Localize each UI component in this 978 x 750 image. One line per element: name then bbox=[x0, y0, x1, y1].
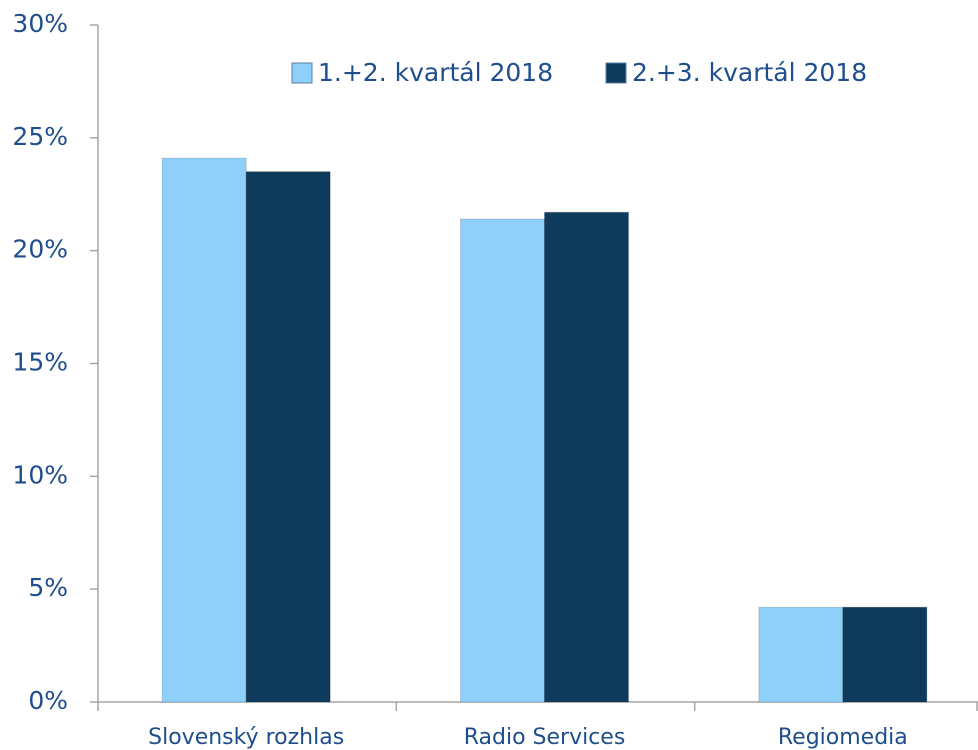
y-tick-label: 10% bbox=[12, 460, 68, 489]
bar bbox=[544, 211, 629, 703]
bar bbox=[245, 171, 331, 703]
bar bbox=[161, 157, 247, 703]
bar bbox=[460, 218, 545, 703]
y-tick-label: 25% bbox=[12, 122, 68, 151]
y-tick-label: 30% bbox=[12, 9, 68, 38]
x-tick-label: Radio Services bbox=[464, 725, 626, 750]
y-tick-label: 15% bbox=[12, 348, 68, 377]
bar bbox=[758, 606, 844, 703]
bar bbox=[842, 606, 928, 703]
y-tick-label: 20% bbox=[12, 235, 68, 264]
y-tick-label: 5% bbox=[28, 573, 68, 602]
legend-swatch bbox=[605, 62, 627, 84]
legend-label: 1.+2. kvartál 2018 bbox=[318, 58, 553, 87]
legend-label: 2.+3. kvartál 2018 bbox=[632, 58, 867, 87]
x-tick-label: Regiomedia bbox=[778, 725, 908, 750]
legend-swatch bbox=[291, 62, 313, 84]
y-tick-label: 0% bbox=[28, 686, 68, 715]
x-tick-label: Slovenský rozhlas bbox=[148, 725, 344, 750]
